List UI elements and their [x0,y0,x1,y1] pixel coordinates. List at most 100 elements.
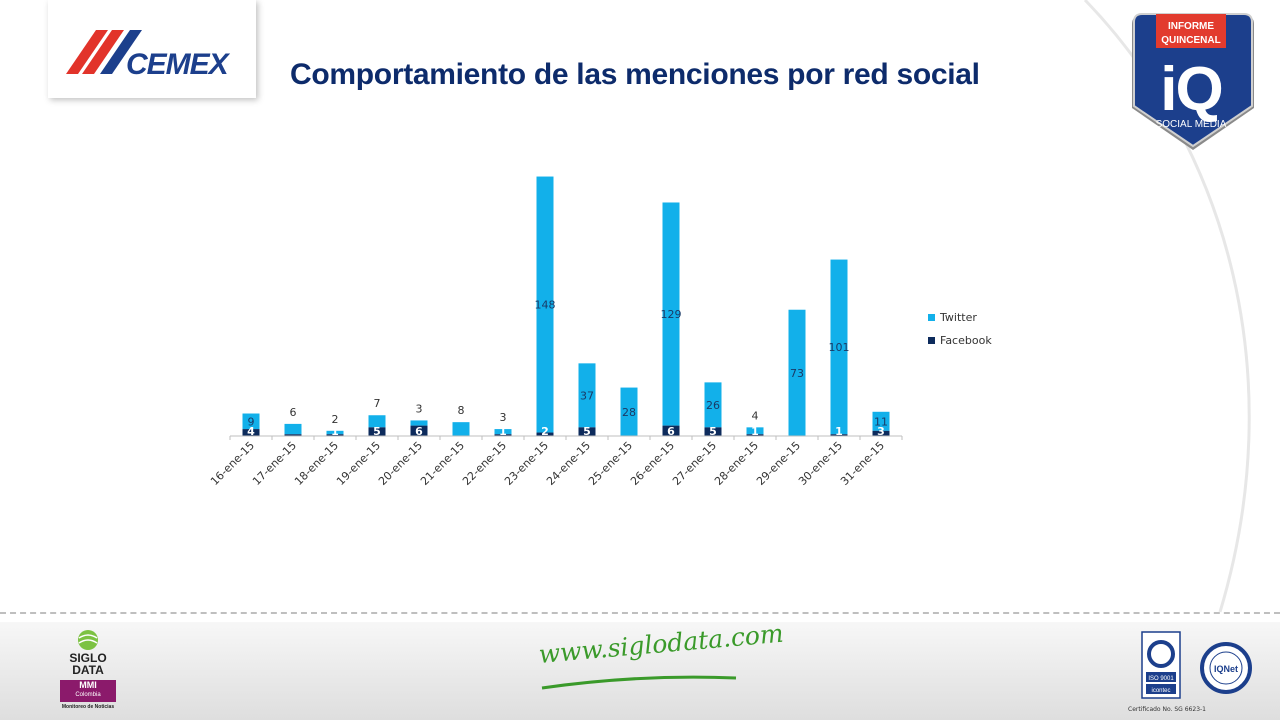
facebook-bar [410,425,428,436]
twitter-value-label: 2 [332,413,339,426]
twitter-value-label: 28 [622,406,636,419]
twitter-value-label: 11 [874,415,888,428]
iqnet-seal [1200,642,1252,694]
badge-line2: QUINCENAL [1161,35,1220,46]
facebook-value-label: 2 [541,425,549,438]
icontec-icon [1147,640,1175,668]
x-tick-label: 29-ene-15 [754,439,803,488]
x-tick-label: 17-ene-15 [250,439,299,488]
cert-icontec: icontec [1151,688,1170,694]
facebook-bar [368,427,386,436]
siglo-subtitle: Monitoreo de Noticias [61,704,115,710]
twitter-value-label: 101 [829,341,850,354]
twitter-bar [872,411,890,431]
twitter-value-label: 3 [500,411,507,424]
twitter-bar [494,429,512,435]
twitter-value-label: 148 [535,299,556,312]
legend-label-facebook: Facebook [940,334,992,347]
twitter-bar [578,363,596,428]
siglo-mmi: MMI [79,680,97,690]
facebook-value-label: 6 [667,425,675,438]
facebook-value-label: 1 [499,425,507,438]
certificate-number: Certificado No. SG 6623-1 [1128,706,1206,713]
twitter-bar [326,430,344,435]
x-tick-label: 24-ene-15 [544,439,593,488]
legend-swatch-facebook [928,337,935,344]
facebook-bar [872,430,890,436]
twitter-bar [662,202,680,426]
facebook-value-label: 1 [751,425,759,438]
x-tick-label: 31-ene-15 [838,439,887,488]
legend-label-twitter: Twitter [940,311,977,324]
twitter-value-label: 4 [752,409,759,422]
x-tick-label: 23-ene-15 [502,439,551,488]
x-tick-label: 19-ene-15 [334,439,383,488]
facebook-bar [578,427,596,436]
chart-legend: Twitter Facebook [928,306,1048,352]
website-swoosh [541,675,737,690]
badge-line1: INFORME [1168,21,1214,32]
facebook-bar [704,427,722,436]
bars-group [242,176,890,436]
facebook-bar [536,432,554,436]
footer-divider [0,612,1280,614]
twitter-value-label: 3 [416,402,423,415]
facebook-value-label: 1 [331,425,339,438]
facebook-bar [830,434,848,436]
twitter-bar [242,413,260,430]
cemex-logo-card: CEMEX [48,0,256,98]
footer: SIGLO DATA MMI Colombia Monitoreo de Not… [0,618,1280,720]
twitter-value-label: 129 [661,308,682,321]
twitter-bar [746,427,764,435]
legend-item-twitter: Twitter [928,306,1048,329]
x-tick-label: 20-ene-15 [376,439,425,488]
siglo-data-logo: SIGLO DATA MMI Colombia Monitoreo de Not… [52,628,124,710]
facebook-bar [284,434,302,436]
x-tick-label: 25-ene-15 [586,439,635,488]
twitter-bar [452,422,470,436]
facebook-value-label: 5 [373,425,381,438]
facebook-bar [242,429,260,436]
twitter-bar [704,382,722,428]
globe-icon [78,630,98,650]
twitter-bar [788,309,806,436]
twitter-bar [536,176,554,433]
badge-subtitle: SOCIAL MEDIA [1156,119,1227,130]
certification-logos: ISO 9001 icontec IQNet [1141,631,1252,699]
cert-iso: ISO 9001 [1148,676,1174,682]
x-ticks-group: 16-ene-1517-ene-1518-ene-1519-ene-1520-e… [208,436,903,488]
facebook-value-label: 1 [835,425,843,438]
siglo-colombia: Colombia [75,692,101,698]
x-tick-label: 16-ene-15 [208,439,257,488]
twitter-value-label: 26 [706,399,720,412]
twitter-bar [368,415,386,428]
twitter-value-label: 8 [458,404,465,417]
x-tick-label: 26-ene-15 [628,439,677,488]
iq-social-media-badge: INFORME QUINCENAL iQ SOCIAL MEDIA [1132,13,1254,150]
facebook-value-label: 4 [247,425,255,438]
twitter-bar [620,387,638,436]
facebook-bar [662,425,680,436]
badge-mark: iQ [1160,55,1221,124]
website-link[interactable]: www.siglodata.com [537,618,785,669]
cert-iqnet: IQNet [1214,664,1238,674]
legend-item-facebook: Facebook [928,329,1048,352]
legend-swatch-twitter [928,314,935,321]
twitter-value-label: 73 [790,367,804,380]
siglo-mmi-box: MMI Colombia [60,680,116,702]
cemex-logo: CEMEX [66,30,232,78]
x-tick-label: 18-ene-15 [292,439,341,488]
twitter-bar [830,259,848,435]
facebook-value-label: 3 [877,425,885,438]
page-title: Comportamiento de las menciones por red … [290,58,980,91]
certifications: ISO 9001 icontec IQNet Certificado No. S… [1122,630,1262,718]
x-tick-label: 27-ene-15 [670,439,719,488]
x-tick-label: 28-ene-15 [712,439,761,488]
twitter-value-label: 7 [374,397,381,410]
stacked-bar-chart: 16-ene-1517-ene-1518-ene-1519-ene-1520-e… [208,176,903,488]
facebook-bar [494,434,512,436]
twitter-value-label: 37 [580,389,594,402]
twitter-bar [284,423,302,435]
twitter-value-label: 6 [290,406,297,419]
facebook-bar [326,434,344,436]
